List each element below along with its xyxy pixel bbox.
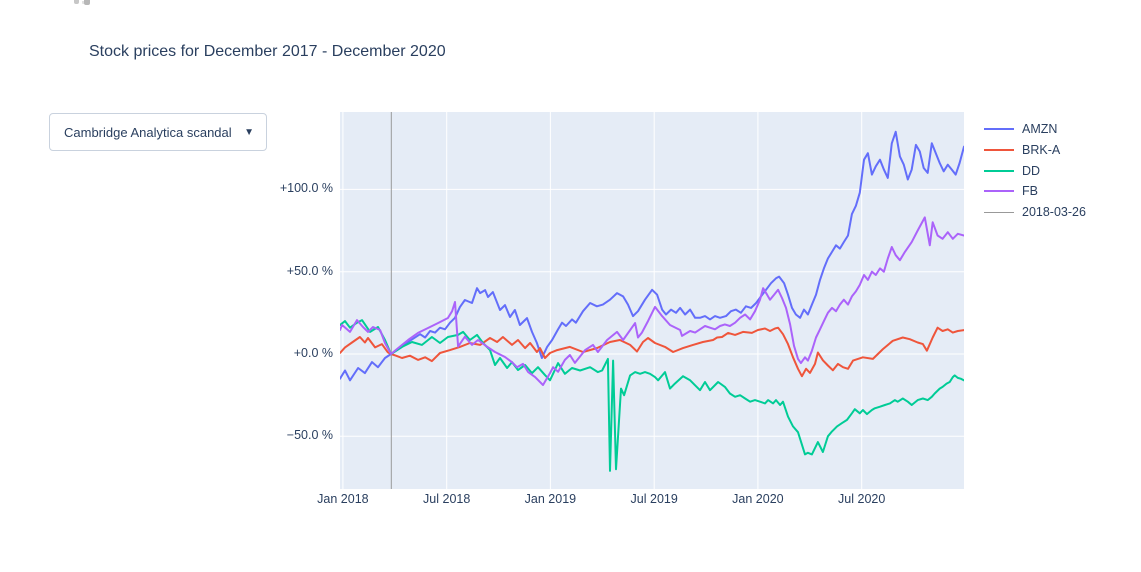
x-tick-label: Jul 2019 — [630, 492, 678, 506]
y-tick-label: +100.0 % — [279, 181, 333, 196]
x-tick-label: Jul 2020 — [838, 492, 886, 506]
legend-item-AMZN[interactable]: AMZN — [984, 119, 1086, 140]
legend-item-DD[interactable]: DD — [984, 160, 1086, 181]
series-FB[interactable] — [339, 216, 965, 386]
series-AMZN[interactable] — [339, 130, 965, 382]
clipped-modebar-icon — [72, 0, 94, 5]
legend-item-2018-03-26[interactable]: 2018-03-26 — [984, 202, 1086, 223]
event-dropdown[interactable]: Cambridge Analytica scandal ▼ — [49, 113, 267, 151]
x-tick-label: Jan 2018 — [317, 492, 369, 506]
legend-line-swatch — [984, 149, 1014, 152]
legend-label: 2018-03-26 — [1022, 205, 1086, 220]
plot-area[interactable] — [339, 112, 965, 489]
y-tick-label: +0.0 % — [293, 346, 333, 360]
legend-item-FB[interactable]: FB — [984, 181, 1086, 202]
legend: AMZN BRK-A DD FB 2018-03-26 — [984, 119, 1086, 222]
x-tick-label: Jan 2020 — [732, 492, 784, 506]
legend-label: DD — [1022, 163, 1041, 178]
legend-line-swatch — [984, 190, 1014, 193]
chevron-down-icon: ▼ — [244, 126, 254, 138]
legend-line-swatch — [984, 169, 1014, 172]
x-tick-label: Jan 2019 — [524, 492, 577, 506]
legend-label: FB — [1022, 184, 1038, 199]
plot-background[interactable] — [340, 112, 964, 489]
legend-label: BRK-A — [1022, 143, 1061, 158]
page-title: Stock prices for December 2017 - Decembe… — [89, 43, 446, 60]
stock-chart[interactable] — [339, 112, 965, 489]
legend-label: AMZN — [1022, 122, 1058, 137]
event-dropdown-value: Cambridge Analytica scandal — [64, 124, 232, 140]
legend-item-BRK-A[interactable]: BRK-A — [984, 140, 1086, 161]
y-tick-label: −50.0 % — [286, 428, 333, 443]
legend-line-swatch — [984, 128, 1014, 131]
y-tick-label: +50.0 % — [286, 263, 333, 278]
x-tick-label: Jul 2018 — [423, 492, 471, 506]
legend-line-swatch — [984, 211, 1014, 213]
series-BRK-A[interactable] — [339, 326, 965, 378]
